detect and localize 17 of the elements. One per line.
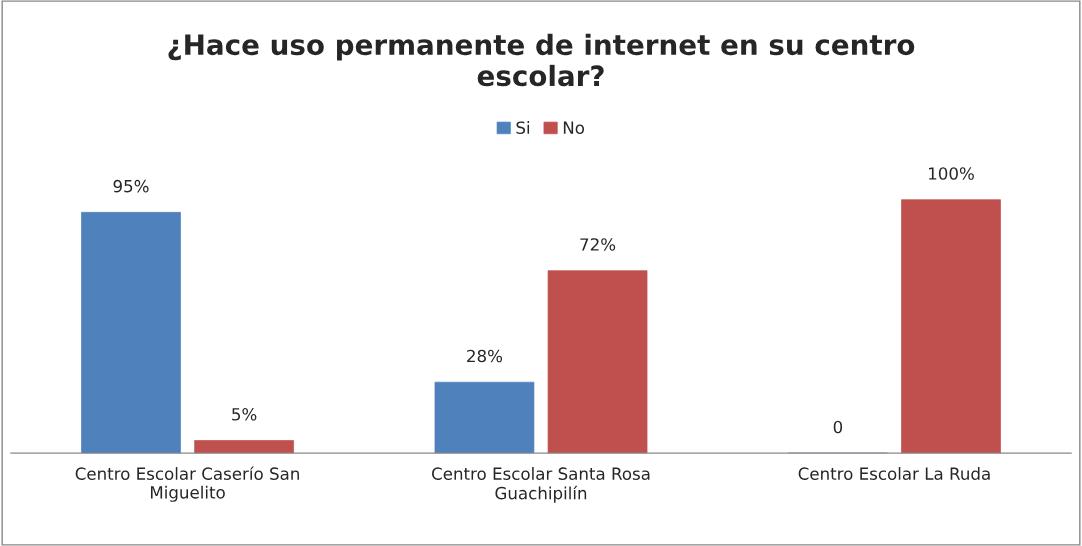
bar <box>434 381 535 454</box>
data-label: 72% <box>580 238 616 251</box>
x-tick-label: Centro Escolar Santa Rosa Guachipilín <box>432 467 650 503</box>
data-label: 100% <box>929 167 974 180</box>
data-label: 0 <box>833 420 843 434</box>
data-label: 5% <box>232 408 257 421</box>
legend-label: No <box>563 121 585 134</box>
bar <box>901 199 1001 454</box>
bar <box>81 212 181 454</box>
bar <box>547 270 648 454</box>
legend-label: Si <box>516 121 530 134</box>
x-tick-label: Centro Escolar La Ruda <box>798 467 990 480</box>
chart-title: ¿Hace uso permanente de internet en su centro escolar? <box>168 33 915 87</box>
data-label: 95% <box>113 179 149 193</box>
data-label: 28% <box>467 349 503 363</box>
bar <box>194 440 294 454</box>
x-tick-label: Centro Escolar Caserío San Miguelito <box>75 466 299 502</box>
